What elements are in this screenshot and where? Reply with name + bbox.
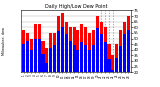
Bar bbox=[123, 22, 126, 87]
Bar bbox=[49, 33, 52, 87]
Bar bbox=[104, 27, 107, 87]
Bar bbox=[80, 24, 83, 87]
Bar bbox=[100, 22, 103, 87]
Bar bbox=[34, 39, 37, 87]
Bar bbox=[26, 33, 29, 87]
Bar bbox=[108, 44, 111, 87]
Bar bbox=[115, 58, 118, 87]
Bar bbox=[34, 24, 37, 87]
Bar bbox=[111, 70, 115, 87]
Bar bbox=[92, 29, 95, 87]
Bar bbox=[61, 27, 64, 87]
Bar bbox=[41, 41, 44, 87]
Bar bbox=[72, 27, 76, 87]
Bar bbox=[115, 44, 118, 87]
Bar bbox=[88, 50, 91, 87]
Bar bbox=[41, 54, 44, 87]
Bar bbox=[57, 16, 60, 87]
Bar bbox=[92, 45, 95, 87]
Bar bbox=[127, 29, 130, 87]
Bar bbox=[22, 44, 25, 87]
Bar bbox=[111, 55, 115, 87]
Bar bbox=[45, 48, 48, 87]
Bar bbox=[37, 39, 41, 87]
Bar bbox=[30, 50, 33, 87]
Bar bbox=[57, 31, 60, 87]
Bar bbox=[88, 33, 91, 87]
Bar bbox=[84, 27, 87, 87]
Title: Daily High/Low Dew Point: Daily High/Low Dew Point bbox=[45, 4, 107, 9]
Bar bbox=[61, 13, 64, 87]
Bar bbox=[65, 34, 68, 87]
Bar bbox=[96, 28, 99, 87]
Bar bbox=[37, 24, 41, 87]
Bar bbox=[72, 45, 76, 87]
Bar bbox=[69, 41, 72, 87]
Bar bbox=[30, 39, 33, 87]
Bar bbox=[53, 45, 56, 87]
Bar bbox=[108, 59, 111, 87]
Bar bbox=[119, 29, 122, 87]
Bar bbox=[96, 16, 99, 87]
Bar bbox=[84, 45, 87, 87]
Bar bbox=[123, 34, 126, 87]
Bar bbox=[119, 46, 122, 87]
Bar bbox=[100, 34, 103, 87]
Bar bbox=[76, 50, 80, 87]
Bar bbox=[69, 27, 72, 87]
Bar bbox=[26, 41, 29, 87]
Bar bbox=[49, 48, 52, 87]
Bar bbox=[53, 33, 56, 87]
Bar bbox=[65, 22, 68, 87]
Bar bbox=[45, 63, 48, 87]
Bar bbox=[22, 29, 25, 87]
Text: Milwaukee, dew: Milwaukee, dew bbox=[2, 27, 6, 55]
Bar bbox=[104, 42, 107, 87]
Bar bbox=[80, 42, 83, 87]
Bar bbox=[76, 29, 80, 87]
Bar bbox=[127, 16, 130, 87]
